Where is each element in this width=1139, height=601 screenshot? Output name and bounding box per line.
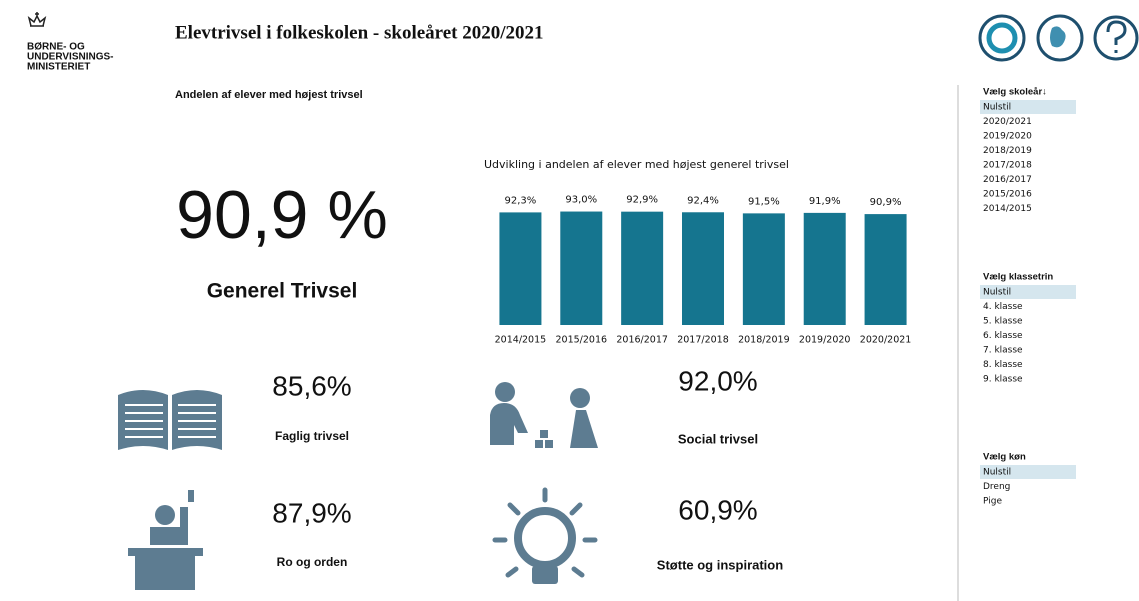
filter-item[interactable]: 2015/2016	[983, 190, 1032, 200]
x-tick-label: 2020/2021	[860, 335, 912, 346]
map-button[interactable]	[1036, 14, 1084, 62]
filter-item[interactable]: Nulstil	[983, 468, 1011, 478]
filter-item[interactable]: 2016/2017	[983, 175, 1032, 185]
kpi-label: Faglig trivsel	[275, 429, 349, 443]
filter-title: Vælg klassetrin	[983, 272, 1053, 283]
kpi-value: 87,9%	[272, 497, 351, 528]
bar	[560, 211, 603, 325]
subtitle: Andelen af elever med højest trivsel	[175, 89, 363, 101]
filter-item[interactable]: Dreng	[983, 482, 1010, 492]
refresh-button[interactable]	[978, 14, 1026, 62]
filter-item[interactable]: 2018/2019	[983, 146, 1032, 156]
page-title: Elevtrivsel i folkeskolen - skoleåret 20…	[175, 22, 544, 43]
filter-highlight	[980, 285, 1076, 299]
bulb-icon	[492, 487, 598, 584]
logo-text: MINISTERIET	[27, 62, 90, 73]
value-label: 92,9%	[626, 195, 658, 206]
filter-title: Vælg skoleår↓	[983, 87, 1047, 98]
filter-highlight	[980, 100, 1076, 114]
kpi-value: 92,0%	[678, 365, 757, 396]
logo-text: UNDERVISNINGS-	[27, 52, 114, 63]
filter-item[interactable]: Nulstil	[983, 288, 1011, 298]
filter-title: Vælg køn	[983, 452, 1026, 463]
bar	[499, 212, 542, 325]
bar	[621, 211, 664, 325]
bar	[742, 213, 785, 325]
filter-item[interactable]: 2017/2018	[983, 161, 1032, 171]
filter-item[interactable]: Pige	[983, 497, 1002, 507]
value-label: 92,3%	[505, 195, 537, 206]
bar	[864, 214, 907, 325]
main-kpi-label: Generel Trivsel	[207, 280, 358, 303]
kpi-value: 60,9%	[678, 494, 757, 525]
x-tick-label: 2018/2019	[738, 335, 790, 346]
x-tick-label: 2016/2017	[616, 335, 668, 346]
filter-item[interactable]: 8. klasse	[983, 360, 1023, 370]
value-label: 93,0%	[565, 195, 597, 206]
chart-title: Udvikling i andelen af elever med højest…	[484, 158, 789, 171]
x-tick-label: 2019/2020	[799, 335, 851, 346]
children-icon	[490, 382, 600, 448]
pupil-icon	[128, 490, 203, 590]
value-label: 92,4%	[687, 195, 719, 206]
value-label: 90,9%	[870, 197, 902, 208]
bar	[682, 212, 724, 325]
filter-item[interactable]: 2014/2015	[983, 204, 1032, 214]
bar	[803, 212, 846, 325]
filter-panel: Vælg skoleår↓ Nulstil 2020/2021 2019/2020 20…	[980, 87, 1076, 507]
logo-text: BØRNE- OG	[27, 42, 85, 53]
filter-item[interactable]: 6. klasse	[983, 331, 1023, 341]
filter-highlight	[980, 465, 1076, 479]
value-label: 91,5%	[748, 196, 780, 207]
bar-chart: Udvikling i andelen af elever med højest…	[484, 158, 911, 346]
x-tick-label: 2015/2016	[556, 335, 608, 346]
x-tick-label: 2017/2018	[677, 335, 729, 346]
kpi-label: Støtte og inspiration	[657, 557, 783, 572]
main-kpi-value: 90,9 %	[176, 177, 388, 253]
filter-item[interactable]: Nulstil	[983, 103, 1011, 113]
x-tick-label: 2014/2015	[495, 335, 547, 346]
filter-item[interactable]: 9. klasse	[983, 375, 1023, 385]
kpi-label: Social trivsel	[678, 431, 758, 446]
filter-item[interactable]: 7. klasse	[983, 346, 1023, 356]
value-label: 91,9%	[809, 196, 841, 207]
filter-item[interactable]: 4. klasse	[983, 302, 1023, 312]
book-icon	[118, 390, 222, 450]
help-button[interactable]	[1093, 15, 1139, 61]
logo-crown	[27, 12, 47, 27]
filter-item[interactable]: 2020/2021	[983, 117, 1032, 127]
filter-item[interactable]: 2019/2020	[983, 132, 1032, 142]
kpi-value: 85,6%	[272, 370, 351, 401]
filter-item[interactable]: 5. klasse	[983, 317, 1023, 327]
kpi-label: Ro og orden	[277, 555, 348, 569]
